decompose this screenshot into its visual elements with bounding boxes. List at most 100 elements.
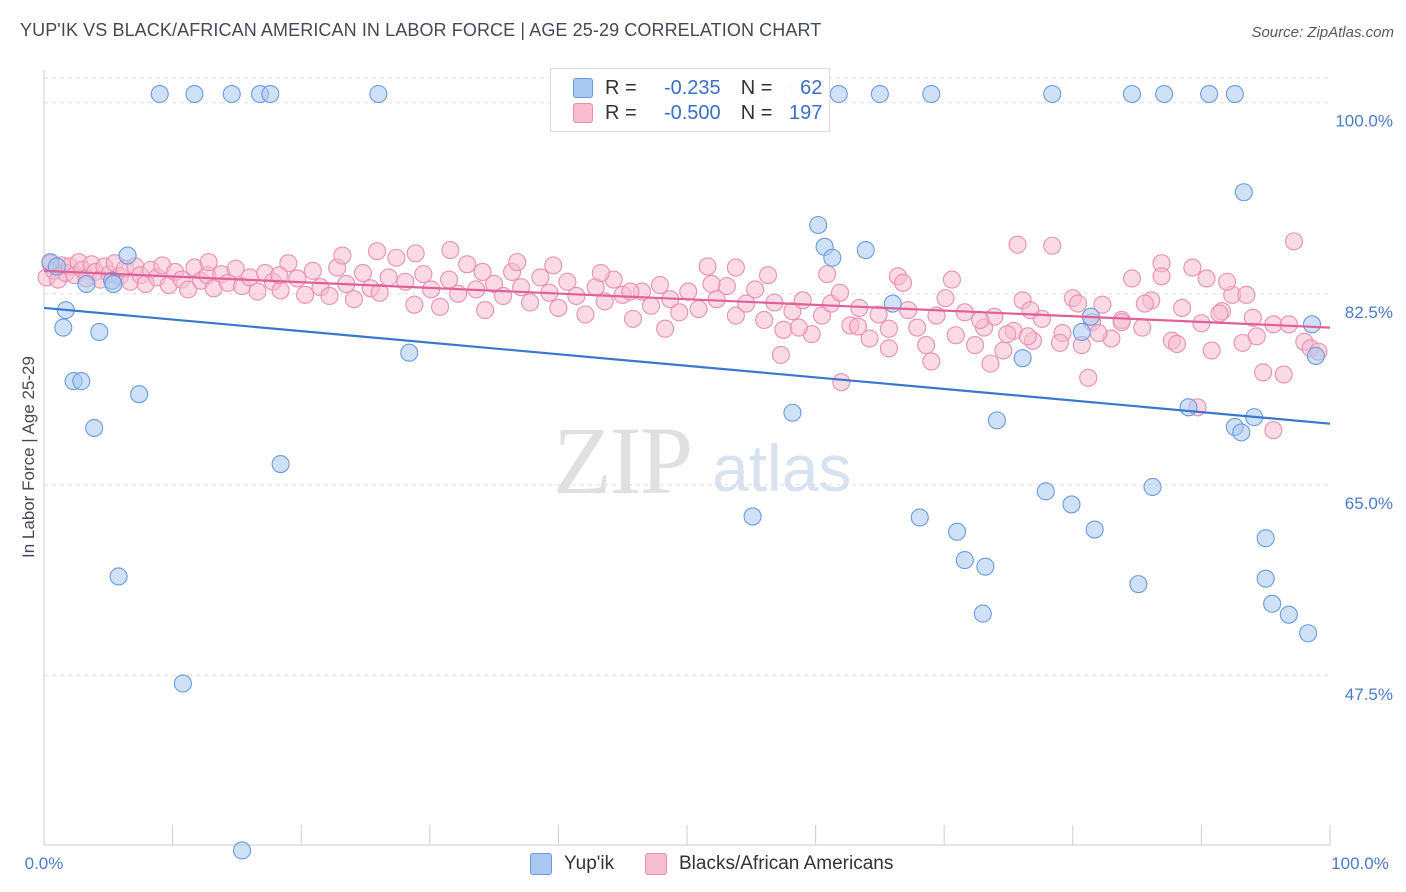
y-tick-label: 47.5%	[1345, 685, 1393, 704]
yupik-point	[1013, 349, 1032, 368]
black-point	[1247, 327, 1266, 346]
black-point	[879, 319, 898, 338]
black-point	[414, 265, 433, 284]
bottom-legend-label-yupik: Yup'ik	[564, 853, 615, 874]
yupik-point	[185, 84, 204, 104]
black-point	[917, 336, 936, 355]
black-point	[1043, 236, 1062, 255]
black-point	[485, 274, 504, 293]
black-point	[698, 257, 717, 276]
black-point	[441, 241, 460, 260]
black-point	[226, 259, 245, 278]
yupik-point	[829, 84, 848, 104]
black-point	[1093, 295, 1112, 314]
black-point	[1274, 365, 1293, 384]
black-point	[812, 306, 832, 325]
black-point	[1210, 304, 1229, 323]
yupik-point	[1302, 315, 1322, 334]
black-point	[248, 282, 267, 301]
black-point	[774, 320, 793, 339]
black-point	[1197, 269, 1216, 288]
yupik-point	[130, 385, 149, 404]
black-point	[1050, 333, 1069, 352]
black-point	[860, 329, 879, 348]
yupik-point	[922, 84, 941, 104]
black-point	[1173, 298, 1192, 318]
black-point	[869, 305, 888, 324]
yupik-trend-line	[43, 306, 1331, 425]
bottom-legend-swatch-black	[645, 853, 667, 875]
yupik-point	[910, 508, 929, 527]
yupik-point	[1179, 398, 1198, 417]
black-point	[702, 274, 721, 293]
black-point	[641, 296, 661, 315]
yupik-point	[1256, 529, 1275, 548]
yupik-point	[400, 343, 419, 362]
black-point	[832, 373, 851, 392]
black-point	[473, 262, 492, 281]
black-point	[946, 326, 965, 345]
black-point	[1018, 327, 1037, 346]
black-point	[270, 266, 289, 285]
black-point	[387, 248, 406, 267]
yupik-point	[1263, 594, 1282, 613]
yupik-point	[1225, 84, 1244, 104]
y-tick-label: 82.5%	[1345, 303, 1393, 322]
yupik-point	[150, 84, 169, 104]
yupik-point	[271, 454, 290, 474]
black-point	[755, 310, 774, 330]
legend-row-yupik: R = -0.235 N = 62	[573, 76, 822, 100]
black-point	[576, 305, 595, 324]
black-point	[476, 301, 495, 320]
yupik-point	[1155, 84, 1174, 104]
black-point	[689, 299, 708, 319]
black-point	[303, 261, 322, 280]
black-point	[405, 295, 424, 314]
black-point	[531, 268, 550, 287]
black-point	[549, 298, 568, 318]
legend-swatch-black	[573, 103, 593, 123]
legend-swatch-yupik	[573, 78, 593, 98]
black-point	[1243, 308, 1262, 327]
yupik-point	[1036, 482, 1055, 501]
yupik-point	[222, 84, 241, 104]
yupik-point	[856, 241, 875, 260]
yupik-point	[743, 507, 762, 526]
black-point	[1279, 315, 1298, 334]
black-point	[1218, 272, 1237, 291]
black-point	[726, 306, 745, 325]
yupik-point	[1200, 84, 1219, 104]
legend-n-value: 62	[800, 76, 823, 99]
black-point	[966, 336, 985, 355]
black-point	[558, 272, 577, 291]
legend-n-value: 197	[789, 101, 823, 124]
yupik-point	[104, 274, 123, 293]
black-point	[458, 255, 477, 274]
yupik-point	[1256, 569, 1275, 588]
yupik-point	[1085, 520, 1104, 539]
yupik-point	[54, 318, 73, 337]
watermark-zip: ZIP	[553, 407, 693, 514]
yupik-point	[1129, 575, 1148, 594]
black-point	[650, 275, 670, 295]
yupik-point	[85, 418, 104, 438]
yupik-point	[109, 567, 128, 586]
black-point	[422, 280, 441, 299]
yupik-point	[870, 84, 889, 104]
yupik-point	[232, 841, 252, 860]
black-point	[848, 317, 868, 336]
black-point	[1021, 301, 1040, 320]
black-point	[746, 280, 765, 299]
black-point	[717, 277, 736, 296]
yupik-point	[976, 557, 995, 576]
legend-r-value: -0.500	[663, 101, 721, 124]
black-point	[893, 273, 913, 292]
black-point	[789, 318, 808, 337]
legend-row-black: R = -0.500 N = 197	[573, 101, 822, 125]
y-tick-label: 100.0%	[1335, 112, 1393, 131]
black-point	[1254, 363, 1273, 382]
black-point	[737, 294, 756, 313]
bottom-legend-swatch-yupik	[530, 853, 552, 875]
black-point	[971, 310, 990, 330]
black-trend-line	[43, 269, 1331, 329]
